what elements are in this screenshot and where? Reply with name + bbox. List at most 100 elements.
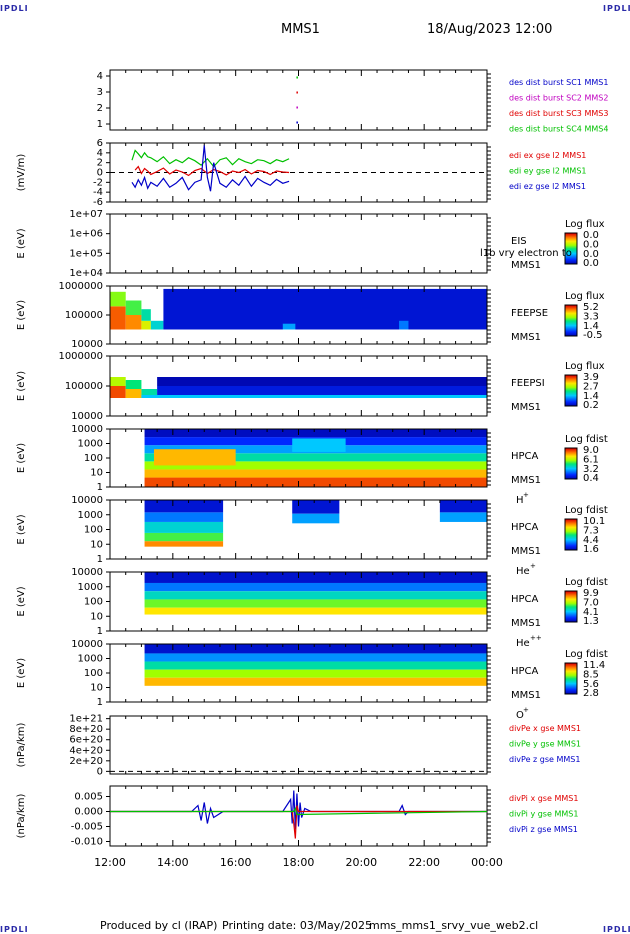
feepsi-colorbar-band bbox=[565, 397, 577, 399]
divpi-ytick-label: -0.005 bbox=[71, 822, 103, 833]
hpca_hepp-instrument-sc: MMS1 bbox=[511, 618, 541, 629]
edi-legend-entry: edi ez gse l2 MMS1 bbox=[509, 182, 586, 191]
feepse-colorbar-band bbox=[565, 306, 577, 308]
eis-colorbar-band bbox=[565, 238, 577, 240]
divpi-ylabel: (nPa/km) bbox=[16, 794, 27, 839]
divpi-ytick-label: -0.010 bbox=[71, 837, 103, 848]
footer-produced-by: Produced by cl (IRAP) bbox=[100, 919, 218, 932]
time-axis-label: 00:00 bbox=[471, 856, 503, 869]
hpca_hepp-colorbar-band bbox=[565, 591, 577, 593]
hpca_hepp-species-charge: ++ bbox=[530, 634, 542, 642]
burst-point bbox=[296, 121, 298, 124]
hpca_he-colorbar-band bbox=[565, 541, 577, 543]
hpca_he-colorbar-band bbox=[565, 521, 577, 523]
hpca_he-ylabel: E (eV) bbox=[16, 514, 27, 544]
hpca_h-colorbar-frame bbox=[564, 447, 578, 480]
hpca_o-colorbar-title: Log fdist bbox=[565, 649, 608, 660]
hpca_hepp-colorbar-band bbox=[565, 607, 577, 609]
feepse-ytick-label: 10000 bbox=[71, 339, 103, 350]
feepse-colorbar-band bbox=[565, 318, 577, 320]
edi-ylabel: (mV/m) bbox=[16, 154, 27, 192]
feepsi-colorbar-band bbox=[565, 384, 577, 386]
time-axis-label: 14:00 bbox=[157, 856, 189, 869]
divpe-ytick-label: 0 bbox=[97, 766, 103, 777]
feepse-colorbar-band bbox=[565, 321, 577, 323]
hpca_h-colorbar-band bbox=[565, 475, 577, 477]
hpca_hepp-cell bbox=[144, 607, 487, 615]
footer-printing-date: Printing date: 03/May/2025 bbox=[222, 919, 372, 932]
feepse-colorbar-band bbox=[565, 322, 577, 324]
hpca_h-colorbar-band bbox=[565, 472, 577, 474]
hpca_he-colorbar-band bbox=[565, 548, 577, 550]
hpca_o-colorbar-band bbox=[565, 682, 577, 684]
hpca_he-colorbar-band bbox=[565, 525, 577, 527]
hpca_hepp-species: He bbox=[516, 638, 530, 649]
feepsi-colorbar-band bbox=[565, 385, 577, 387]
feepse-cell bbox=[141, 309, 151, 321]
hpca_hepp-colorbar-band bbox=[565, 594, 577, 596]
divpi-legend-entry: divPi z gse MMS1 bbox=[509, 825, 578, 834]
hpca_he-ytick-label: 10 bbox=[90, 539, 103, 550]
time-axis-label: 20:00 bbox=[345, 856, 377, 869]
hpca_h-colorbar-band bbox=[565, 452, 577, 454]
hpca_o-colorbar-frame bbox=[564, 662, 578, 695]
feepsi-colorbar-band bbox=[565, 386, 577, 388]
hpca_hepp-colorbar-label: 1.3 bbox=[583, 616, 599, 627]
hpca_hepp-colorbar-band bbox=[565, 600, 577, 602]
hpca_hepp-ylabel: E (eV) bbox=[16, 586, 27, 616]
hpca_hepp-colorbar-band bbox=[565, 619, 577, 621]
hpca_o-colorbar-band bbox=[565, 672, 577, 674]
divpe-ytick-label: 8e+20 bbox=[69, 724, 103, 735]
feepsi-ylabel: E (eV) bbox=[16, 371, 27, 401]
divpe-ytick-label: 2e+20 bbox=[69, 756, 103, 767]
eis-colorbar-band bbox=[565, 241, 577, 243]
hpca_hepp-colorbar-band bbox=[565, 604, 577, 606]
hpca_o-colorbar-band bbox=[565, 685, 577, 687]
hpca_he-colorbar-band bbox=[565, 547, 577, 549]
time-axis-label: 18:00 bbox=[283, 856, 315, 869]
hpca_he-colorbar-band bbox=[565, 536, 577, 538]
hpca_o-colorbar-band bbox=[565, 675, 577, 677]
feepse-ytick-label: 100000 bbox=[65, 310, 103, 321]
hpca_he-instrument-name: HPCA bbox=[511, 522, 539, 533]
feepsi-ytick-label: 1000000 bbox=[58, 351, 103, 362]
hpca_h-colorbar-band bbox=[565, 458, 577, 460]
edi-series-line bbox=[131, 149, 290, 168]
hpca_he-colorbar-band bbox=[565, 542, 577, 544]
feepse-colorbar-band bbox=[565, 307, 577, 309]
hpca_h-colorbar-band bbox=[565, 464, 577, 466]
hpca_o-colorbar-band bbox=[565, 683, 577, 685]
hpca_hepp-colorbar-band bbox=[565, 601, 577, 603]
hpca_o-colorbar-band bbox=[565, 667, 577, 669]
eis-colorbar-band bbox=[565, 248, 577, 250]
hpca_he-species: He bbox=[516, 566, 530, 577]
feepse-cell bbox=[110, 291, 126, 307]
divpe-ytick-label: 6e+20 bbox=[69, 735, 103, 746]
eis-colorbar-band bbox=[565, 251, 577, 253]
hpca_hepp-colorbar-band bbox=[565, 598, 577, 600]
feepsi-colorbar-band bbox=[565, 378, 577, 380]
hpca_hepp-colorbar-label: 9.9 bbox=[583, 588, 599, 599]
hpca_h-ytick-label: 1000 bbox=[78, 439, 103, 450]
hpca_hepp-colorbar-band bbox=[565, 593, 577, 595]
eis-colorbar-band bbox=[565, 261, 577, 263]
hpca_he-colorbar-band bbox=[565, 534, 577, 536]
hpca_h-species: H bbox=[516, 495, 524, 506]
feepse-colorbar-band bbox=[565, 326, 577, 328]
hpca_he-colorbar-band bbox=[565, 528, 577, 530]
hpca_hepp-colorbar-band bbox=[565, 618, 577, 620]
hpca_h-cell bbox=[153, 449, 236, 466]
eis-colorbar-band bbox=[565, 244, 577, 246]
hpca_o-colorbar-band bbox=[565, 680, 577, 682]
hpca_hepp-colorbar-band bbox=[565, 597, 577, 599]
feepse-cell bbox=[399, 320, 409, 330]
hpca_o-colorbar-label: 5.6 bbox=[583, 679, 599, 690]
hpca_h-cell bbox=[144, 469, 487, 478]
hpca_h-colorbar-band bbox=[565, 448, 577, 450]
feepse-cell bbox=[125, 315, 142, 330]
hpca_h-colorbar-band bbox=[565, 474, 577, 476]
hpca_h-colorbar-label: 9.0 bbox=[583, 445, 599, 456]
edi-ytick-label: 6 bbox=[97, 138, 103, 149]
feepse-ylabel: E (eV) bbox=[16, 300, 27, 330]
feepsi-colorbar-band bbox=[565, 403, 577, 405]
